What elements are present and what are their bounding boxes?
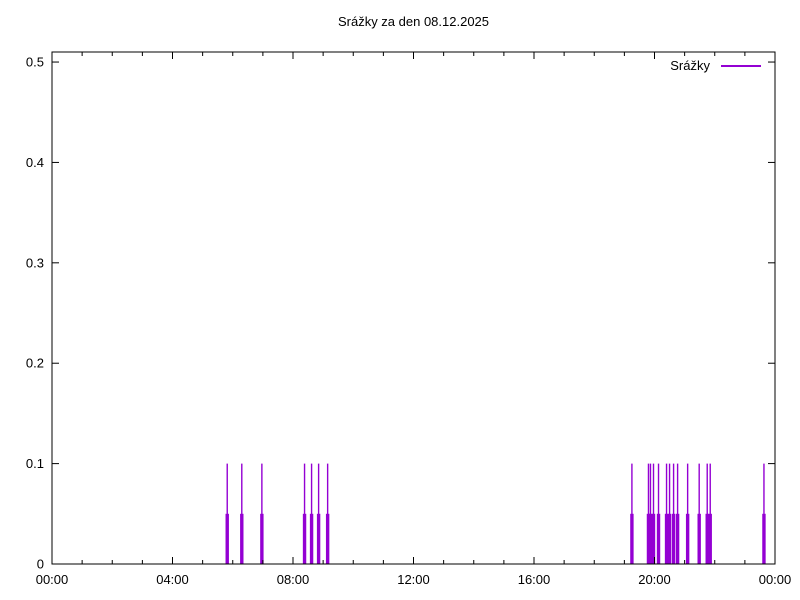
x-tick-label: 00:00 [759,572,792,587]
impulse-peak [676,463,679,564]
chart-title: Srážky za den 08.12.2025 [337,14,490,29]
y-tick-label: 0.4 [26,155,44,170]
impulse-peak [672,463,675,564]
impulse-peak [326,463,329,564]
impulse-peak [310,463,313,564]
x-tick-label: 12:00 [397,572,430,587]
impulse-peak [303,463,306,564]
x-tick-label: 00:00 [36,572,69,587]
impulse-peak [665,463,668,564]
impulse-peak [657,463,660,564]
y-tick-label: 0.3 [26,255,44,270]
impulse-peak [709,463,711,564]
impulse-peak [652,463,655,564]
impulse-peak [698,463,700,564]
y-tick-label: 0.5 [26,55,44,70]
impulse-peak [668,463,671,564]
impulse-peak [706,463,708,564]
legend: Srážky [670,58,761,73]
legend-line-sample [721,64,761,67]
x-tick-label: 20:00 [638,572,671,587]
x-tick-label: 16:00 [518,572,551,587]
x-tick-label: 04:00 [156,572,189,587]
y-tick-label: 0.1 [26,456,44,471]
impulse-peak [763,463,765,564]
impulse-peak [317,463,320,564]
impulse-peak [631,463,633,564]
impulse-peak [649,463,652,564]
impulse-peak [226,463,228,564]
impulse-peak [686,463,689,564]
y-tick-label: 0.2 [26,356,44,371]
x-tick-label: 08:00 [277,572,310,587]
impulse-peak [647,463,650,564]
impulse-peak [261,463,263,564]
impulse-peak [241,463,243,564]
legend-label: Srážky [670,58,710,73]
y-tick-label: 0 [37,557,44,572]
